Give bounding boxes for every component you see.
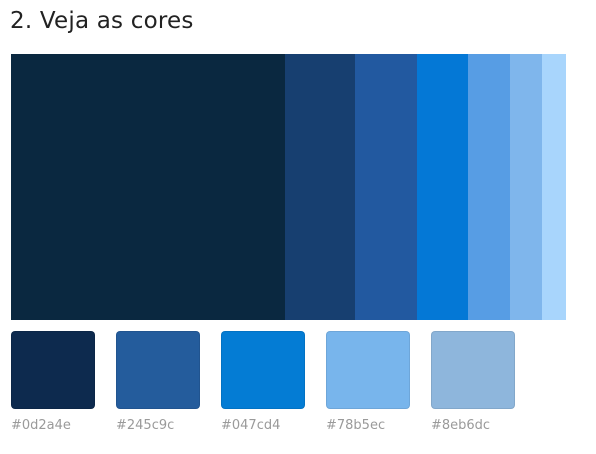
color-swatch-4[interactable] — [326, 331, 410, 409]
band-segment-7 — [542, 54, 566, 320]
swatch-label-5: #8eb6dc — [431, 418, 491, 433]
swatch-label-4: #78b5ec — [326, 418, 386, 433]
color-swatch-3[interactable] — [221, 331, 305, 409]
color-swatch-5[interactable] — [431, 331, 515, 409]
section-title: 2. Veja as cores — [10, 8, 194, 34]
band-segment-4 — [417, 54, 468, 320]
swatch-label-3: #047cd4 — [221, 418, 281, 433]
color-swatch-2[interactable] — [116, 331, 200, 409]
band-segment-1 — [11, 54, 285, 320]
band-segment-5 — [468, 54, 510, 320]
swatch-label-1: #0d2a4e — [11, 418, 71, 433]
color-swatch-1[interactable] — [11, 331, 95, 409]
color-band — [11, 54, 566, 320]
swatch-label-2: #245c9c — [116, 418, 175, 433]
band-segment-2 — [285, 54, 355, 320]
band-segment-6 — [510, 54, 542, 320]
band-segment-3 — [355, 54, 417, 320]
